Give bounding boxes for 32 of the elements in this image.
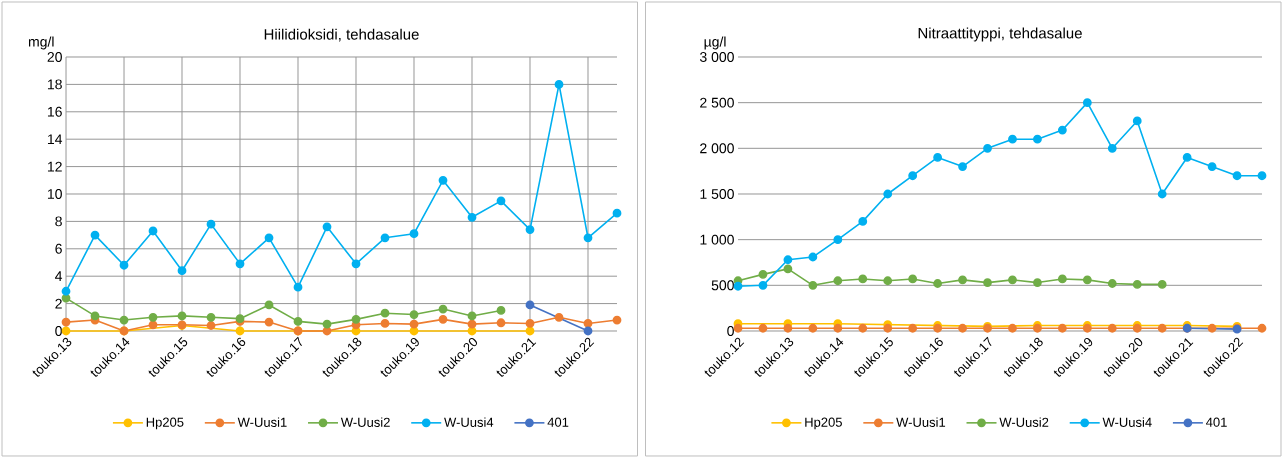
y-tick-label: 16 (47, 106, 62, 117)
legend-label: W-Uusi4 (1102, 417, 1152, 427)
y-tick-label: 14 (47, 134, 63, 145)
chart-title: Nitraattityppi, tehdasalue (918, 27, 1082, 42)
y-tick-label: 8 (55, 216, 62, 227)
y-tick-label: 20 (47, 52, 62, 62)
y-tick-label: 3 000 (699, 52, 734, 62)
y-tick-label: 1 000 (700, 234, 734, 245)
y-tick-label: 18 (47, 79, 62, 90)
legend-label: W-Uusi2 (340, 417, 390, 427)
y-axis-title: µg/l (704, 36, 726, 50)
y-tick-label: 2 500 (700, 97, 734, 108)
y-tick-label: 2 000 (700, 143, 734, 154)
y-tick-label: 0 (727, 326, 734, 336)
legend-label: W-Uusi1 (896, 417, 946, 427)
legend-label: Hp205 (805, 417, 842, 430)
legend-label: 401 (547, 417, 569, 427)
legend-label: W-Uusi2 (999, 417, 1049, 427)
y-tick-label: 12 (47, 161, 62, 172)
chart-title: Hiilidioksidi, tehdasalue (264, 28, 419, 42)
y-tick-label: 2 (55, 298, 62, 309)
y-tick-label: 10 (47, 189, 62, 199)
legend-label: W-Uusi4 (444, 417, 494, 427)
y-tick-label: 1 500 (700, 189, 734, 199)
y-tick-label: 6 (55, 243, 62, 254)
legend-label: 401 (1206, 417, 1227, 427)
legend-label: Hp205 (146, 417, 184, 430)
y-tick-label: 4 (55, 271, 63, 281)
y-tick-label: 0 (55, 326, 62, 336)
y-tick-label: 500 (711, 280, 734, 291)
legend-label: W-Uusi1 (237, 417, 287, 427)
y-axis-title: mg/l (28, 36, 54, 50)
